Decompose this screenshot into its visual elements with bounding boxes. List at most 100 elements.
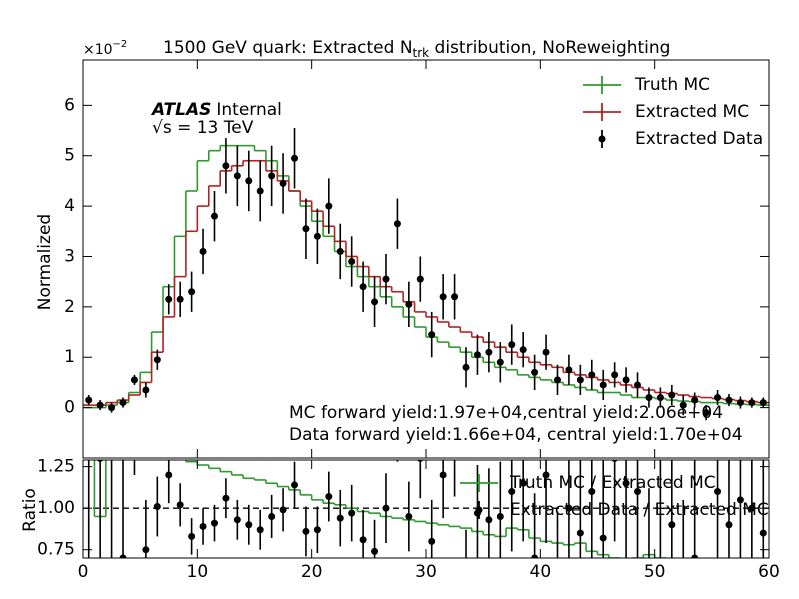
data-point — [668, 391, 676, 399]
data-point — [382, 275, 390, 283]
data-point — [565, 366, 573, 374]
internal: Internal — [216, 100, 282, 120]
plot-area — [83, 339, 769, 595]
data-point — [176, 501, 184, 509]
data-point — [691, 396, 699, 404]
legend-label: Extracted MC — [635, 102, 749, 122]
data-point — [405, 512, 413, 520]
data-point — [725, 521, 733, 529]
data-point — [714, 394, 722, 402]
data-point — [245, 521, 253, 529]
data-point — [245, 177, 253, 185]
data-point — [153, 503, 161, 511]
data-point — [691, 554, 699, 558]
data-point — [256, 187, 264, 195]
data-point — [233, 516, 241, 524]
y-tick-label: 0.75 — [37, 540, 75, 560]
data-point — [462, 363, 470, 371]
data-point — [599, 534, 607, 542]
y-tick-label: 4 — [64, 196, 75, 216]
data-point — [371, 547, 379, 555]
x-tick-label: 40 — [530, 562, 552, 582]
data-point — [748, 504, 756, 512]
data-point — [279, 506, 287, 514]
data-point — [210, 519, 218, 527]
y-tick-label: 3 — [64, 246, 75, 266]
data-point — [222, 162, 230, 170]
x-tick-label: 50 — [644, 562, 666, 582]
data-point — [588, 488, 596, 496]
data-point — [576, 529, 584, 537]
offset-base: ×10 — [83, 42, 113, 58]
atlas-label: ATLAS Internal — [150, 100, 282, 120]
data-point — [553, 376, 561, 384]
data-point — [611, 371, 619, 379]
y-axis-label: Normalized — [35, 214, 55, 310]
legend-label: Truth MC — [634, 75, 710, 95]
data-point — [188, 532, 196, 540]
data-point — [428, 537, 436, 545]
data-point — [268, 172, 276, 180]
data-point — [565, 504, 573, 512]
data-point — [679, 401, 687, 409]
data-point — [382, 504, 390, 512]
data-point — [519, 479, 527, 487]
data-point — [542, 471, 550, 479]
y-offset: ×10−2 — [83, 39, 127, 58]
data-point — [325, 202, 333, 210]
data-point — [222, 494, 230, 502]
data-point — [428, 331, 436, 339]
data-point — [108, 404, 116, 412]
data-point — [725, 396, 733, 404]
data-point — [508, 341, 516, 349]
data-point — [634, 381, 642, 389]
data-point — [668, 521, 676, 529]
data-point — [748, 399, 756, 407]
x-tick-label: 20 — [301, 562, 323, 582]
y-tick-label: 6 — [64, 95, 75, 115]
energy-label: √s = 13 TeV — [152, 118, 254, 138]
data-point — [576, 376, 584, 384]
data-point — [291, 154, 299, 162]
atlas: ATLAS — [150, 100, 211, 120]
data-point — [142, 546, 150, 554]
y-tick-label: 5 — [64, 146, 75, 166]
y-tick-label: 0 — [64, 398, 75, 418]
data-point — [588, 371, 596, 379]
legend-marker — [475, 506, 483, 514]
x-tick-label: 30 — [415, 562, 437, 582]
data-point — [302, 527, 310, 535]
data-point — [645, 394, 653, 402]
title-part: distribution, NoReweighting — [429, 38, 670, 58]
data-point — [348, 258, 356, 266]
data-point — [622, 479, 630, 487]
data-point — [485, 516, 493, 524]
x-tick-label: 0 — [78, 562, 89, 582]
data-point — [348, 509, 356, 517]
annotation: Data forward yield:1.66e+04, central yie… — [289, 425, 743, 445]
data-point — [233, 172, 241, 180]
legend-label: Extracted Data / Extracted MC — [510, 500, 769, 520]
data-point — [451, 447, 458, 454]
data-point — [542, 348, 550, 356]
data-point — [599, 381, 607, 389]
data-point — [165, 295, 173, 303]
data-point — [416, 275, 424, 283]
data-point — [336, 514, 344, 522]
legend-marker — [598, 135, 606, 143]
y-tick-label: 1.00 — [37, 498, 75, 518]
data-point — [199, 247, 207, 255]
data-point — [85, 339, 92, 346]
data-point — [176, 295, 184, 303]
data-point — [622, 376, 630, 384]
annotation: MC forward yield:1.97e+04,central yield:… — [289, 403, 723, 423]
data-point — [291, 481, 299, 489]
y-tick-label: 2 — [64, 297, 75, 317]
data-point — [371, 298, 379, 306]
data-point — [108, 588, 115, 595]
data-point — [131, 405, 138, 412]
data-point — [199, 522, 207, 530]
data-point — [119, 399, 127, 407]
data-point — [188, 288, 196, 296]
data-point — [519, 346, 527, 354]
